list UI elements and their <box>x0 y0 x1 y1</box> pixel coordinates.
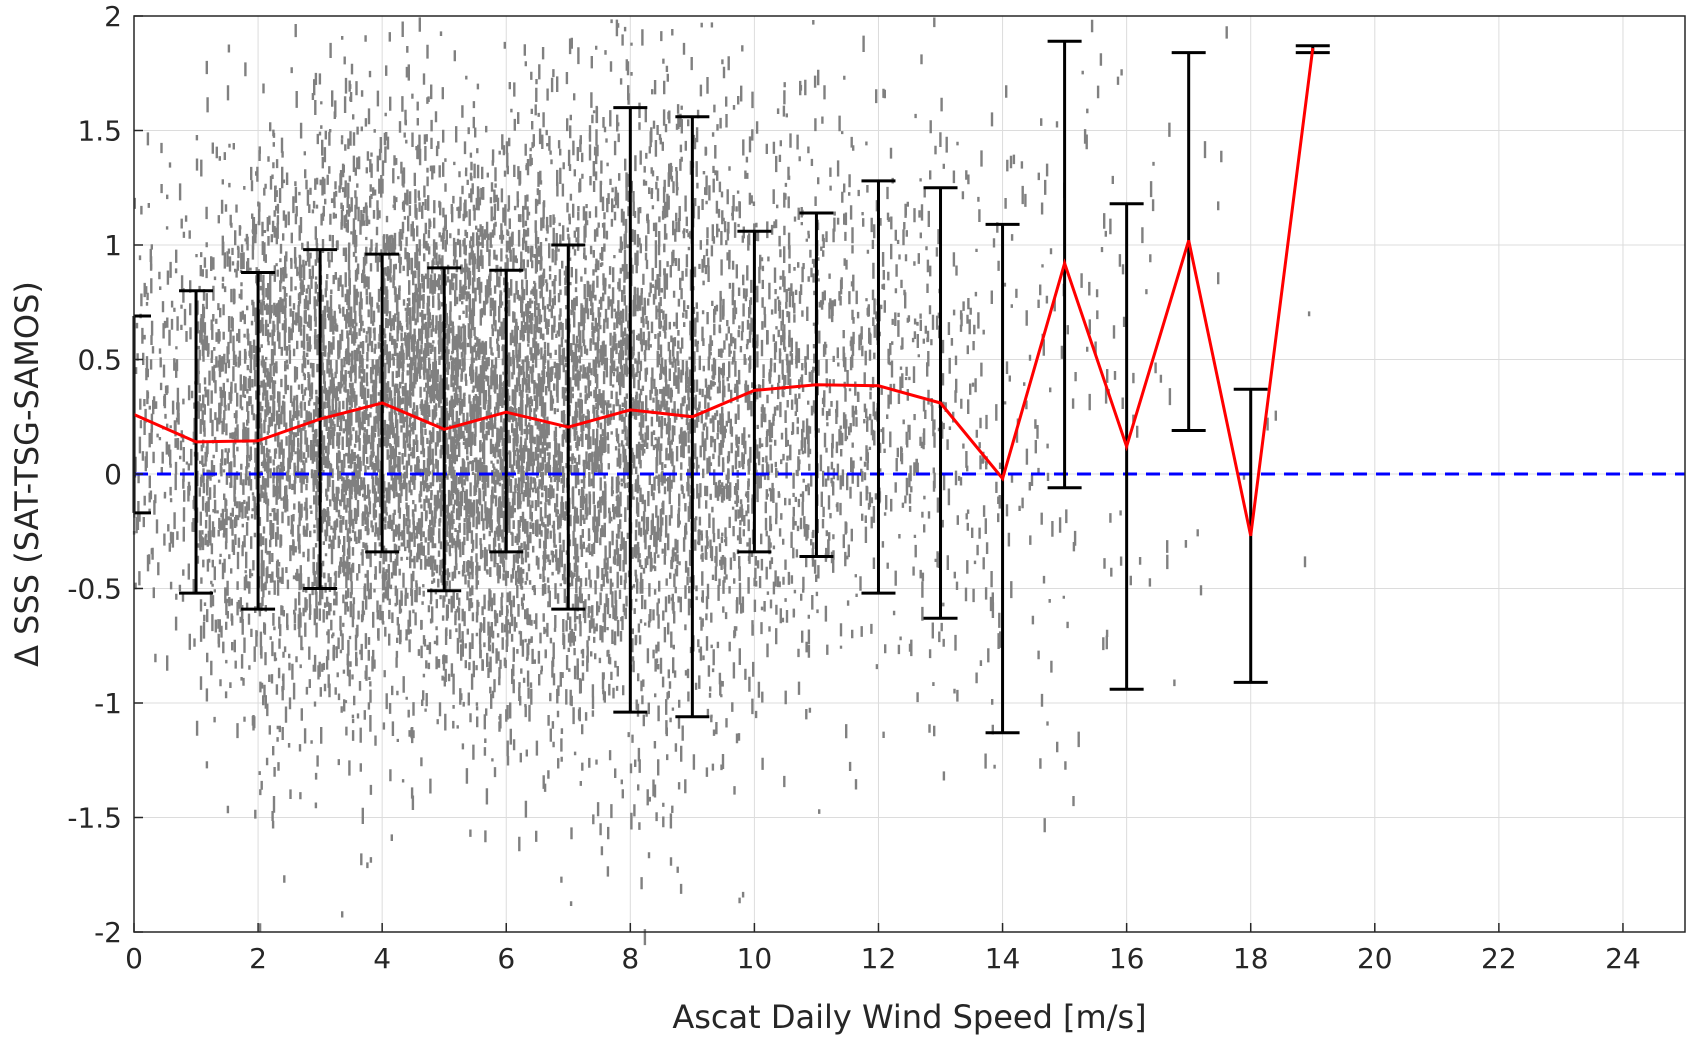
y-tick-label: -1.5 <box>67 802 122 835</box>
x-tick-label: 22 <box>1481 942 1517 975</box>
x-tick-label: 8 <box>621 942 639 975</box>
y-tick-label: 1.5 <box>77 115 122 148</box>
y-axis-ticks: -2 -1.5 -1 -0.5 0 0.5 1 1.5 2 <box>67 0 143 949</box>
x-tick-label: 0 <box>125 942 143 975</box>
x-tick-label: 14 <box>985 942 1021 975</box>
y-tick-label: -0.5 <box>67 573 122 606</box>
x-tick-label: 4 <box>373 942 391 975</box>
x-tick-label: 18 <box>1233 942 1269 975</box>
x-axis-label: Ascat Daily Wind Speed [m/s] <box>672 998 1146 1036</box>
y-axis-label: Δ SSS (SAT-TSG-SAMOS) <box>8 281 46 667</box>
y-tick-label: 0.5 <box>77 344 122 377</box>
x-tick-label: 10 <box>737 942 773 975</box>
x-tick-label: 20 <box>1357 942 1393 975</box>
y-tick-label: 1 <box>104 229 122 262</box>
y-tick-label: -1 <box>94 687 122 720</box>
y-tick-label: -2 <box>94 916 122 949</box>
mean-line <box>133 47 1315 537</box>
y-tick-label: 2 <box>104 0 122 33</box>
x-tick-label: 2 <box>249 942 267 975</box>
x-axis-ticks: 0 2 4 6 8 10 12 14 16 18 20 22 24 <box>125 923 1641 975</box>
x-tick-label: 6 <box>497 942 515 975</box>
scatter-cloud <box>132 17 1311 946</box>
x-tick-label: 24 <box>1605 942 1641 975</box>
y-tick-label: 0 <box>104 458 122 491</box>
mean-series-line <box>133 47 1315 537</box>
x-tick-label: 12 <box>861 942 897 975</box>
x-tick-label: 16 <box>1109 942 1145 975</box>
scatter-points <box>132 17 1311 946</box>
